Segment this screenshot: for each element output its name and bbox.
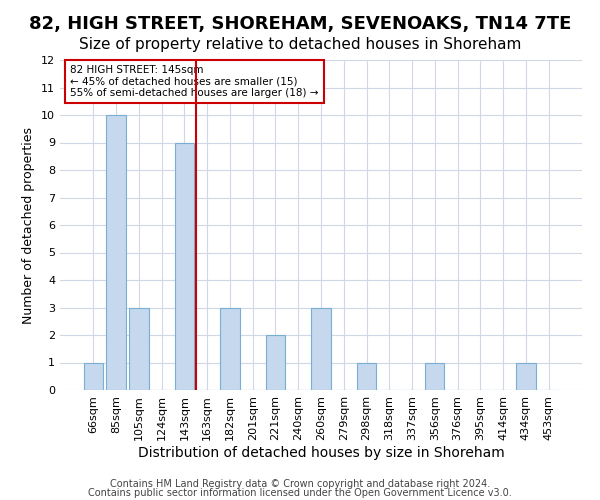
Bar [84,362,103,390]
Text: Contains HM Land Registry data © Crown copyright and database right 2024.: Contains HM Land Registry data © Crown c… [110,479,490,489]
Bar [220,308,239,390]
Bar [516,362,536,390]
Bar [175,142,194,390]
Bar [129,308,149,390]
Bar [311,308,331,390]
Bar [357,362,376,390]
Bar [266,335,285,390]
Text: 82, HIGH STREET, SHOREHAM, SEVENOAKS, TN14 7TE: 82, HIGH STREET, SHOREHAM, SEVENOAKS, TN… [29,15,571,33]
Bar [425,362,445,390]
Text: Size of property relative to detached houses in Shoreham: Size of property relative to detached ho… [79,38,521,52]
Bar [106,115,126,390]
X-axis label: Distribution of detached houses by size in Shoreham: Distribution of detached houses by size … [137,446,505,460]
Text: 82 HIGH STREET: 145sqm
← 45% of detached houses are smaller (15)
55% of semi-det: 82 HIGH STREET: 145sqm ← 45% of detached… [70,65,319,98]
Text: Contains public sector information licensed under the Open Government Licence v3: Contains public sector information licen… [88,488,512,498]
Y-axis label: Number of detached properties: Number of detached properties [22,126,35,324]
